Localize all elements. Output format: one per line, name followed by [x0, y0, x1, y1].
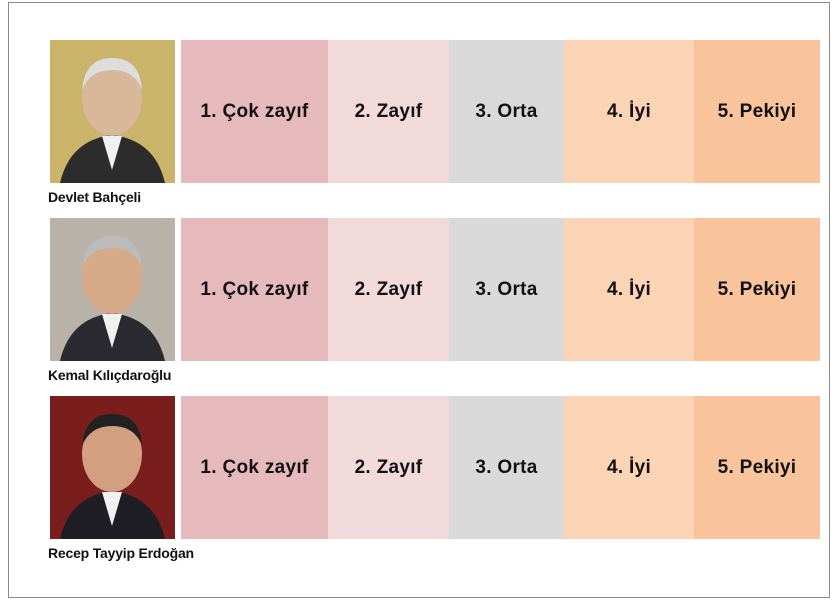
portrait-image: [50, 218, 175, 361]
person-name: Kemal Kılıçdaroğlu: [48, 367, 172, 383]
frame: [8, 2, 830, 598]
rating-option: 4. İyi: [564, 40, 694, 183]
rating-option: 5. Pekiyi: [694, 40, 820, 183]
portrait: [50, 40, 175, 183]
rating-option: 3. Orta: [449, 396, 564, 539]
rating-option: 4. İyi: [564, 396, 694, 539]
rating-option: 4. İyi: [564, 218, 694, 361]
portrait: [50, 396, 175, 539]
person-name: Recep Tayyip Erdoğan: [48, 545, 194, 561]
rating-option: 2. Zayıf: [328, 218, 449, 361]
portrait-image: [50, 40, 175, 183]
rating-option: 1. Çok zayıf: [181, 218, 328, 361]
rating-option: 2. Zayıf: [328, 40, 449, 183]
person-name: Devlet Bahçeli: [48, 189, 141, 205]
rating-option: 2. Zayıf: [328, 396, 449, 539]
portrait-image: [50, 396, 175, 539]
rating-option: 3. Orta: [449, 40, 564, 183]
portrait: [50, 218, 175, 361]
rating-option: 5. Pekiyi: [694, 396, 820, 539]
rating-option: 1. Çok zayıf: [181, 40, 328, 183]
rating-option: 5. Pekiyi: [694, 218, 820, 361]
rating-option: 3. Orta: [449, 218, 564, 361]
rating-option: 1. Çok zayıf: [181, 396, 328, 539]
